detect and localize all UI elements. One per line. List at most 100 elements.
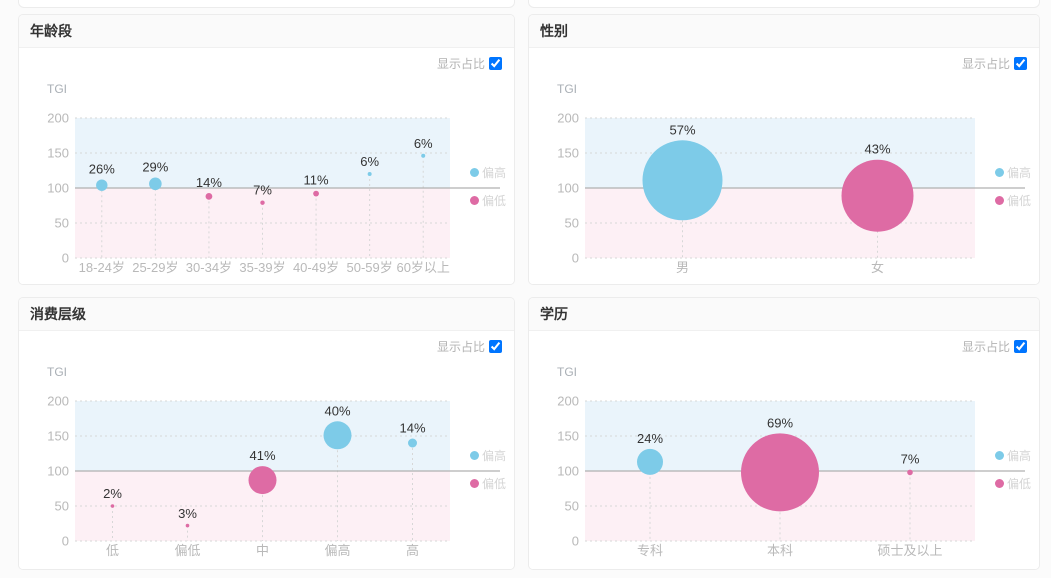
category-label: 60岁以上	[396, 260, 449, 275]
legend-item-low[interactable]: 偏低	[994, 193, 1031, 208]
bubble[interactable]	[421, 153, 426, 158]
high-dot-icon	[469, 168, 479, 177]
legend-item-high[interactable]: 偏高	[469, 448, 506, 463]
bubble[interactable]	[313, 190, 319, 197]
bubble[interactable]	[185, 523, 190, 528]
share-percent-label: 40%	[324, 403, 350, 418]
share-percent-label: 2%	[103, 486, 122, 501]
show-ratio-label: 显示占比	[436, 340, 485, 354]
y-tick-label: 100	[47, 464, 69, 479]
panel-age-group: 年龄段 显示占比 0 50 100 150 200 TGI 26% 18-24岁 29% 25-2…	[18, 14, 515, 285]
bubble[interactable]	[248, 466, 277, 495]
legend-low-label: 偏低	[1006, 477, 1031, 491]
bubble[interactable]	[642, 140, 723, 221]
show-ratio-toggle[interactable]: 显示占比	[962, 55, 1027, 72]
category-label: 35-39岁	[239, 260, 285, 275]
category-label: 18-24岁	[79, 260, 125, 275]
bubble[interactable]	[907, 469, 913, 476]
category-label: 女	[871, 260, 884, 275]
category-label: 专科	[637, 543, 663, 558]
bubble[interactable]	[149, 177, 162, 191]
bubble[interactable]	[841, 159, 914, 232]
show-ratio-toggle[interactable]: 显示占比	[437, 338, 502, 355]
bubble[interactable]	[637, 448, 663, 475]
category-label: 偏低	[174, 543, 200, 558]
high-dot-icon	[469, 451, 479, 460]
share-percent-label: 14%	[196, 175, 222, 190]
legend-high-label: 偏高	[481, 166, 506, 180]
panel-title: 学历	[540, 306, 568, 322]
share-percent-label: 41%	[249, 448, 275, 463]
y-tick-label: 150	[47, 429, 69, 444]
panel-header: 学历	[529, 298, 1039, 331]
show-ratio-checkbox[interactable]	[1014, 340, 1027, 353]
show-ratio-toggle[interactable]: 显示占比	[962, 338, 1027, 355]
legend-low-label: 偏低	[1006, 194, 1031, 208]
y-tick-label: 0	[62, 534, 69, 549]
bubble[interactable]	[323, 421, 352, 450]
legend-item-high[interactable]: 偏高	[469, 165, 506, 180]
high-band	[75, 401, 450, 471]
previous-row-card-stub-left	[18, 0, 515, 8]
chart-legend: 偏高 偏低	[994, 165, 1031, 208]
panel-title: 性别	[540, 23, 568, 39]
share-percent-label: 3%	[178, 506, 197, 521]
y-axis-title: TGI	[47, 365, 67, 379]
y-tick-label: 50	[55, 499, 69, 514]
legend-item-low[interactable]: 偏低	[994, 476, 1031, 491]
share-percent-label: 43%	[864, 142, 890, 157]
legend-item-high[interactable]: 偏高	[994, 448, 1031, 463]
panel-title: 消费层级	[30, 306, 86, 322]
y-tick-label: 150	[47, 146, 69, 161]
y-tick-label: 150	[557, 146, 579, 161]
chart-legend: 偏高 偏低	[994, 448, 1031, 491]
show-ratio-checkbox[interactable]	[489, 340, 502, 353]
category-label: 低	[106, 543, 119, 558]
panel-body: 显示占比 0 50 100 150 200 TGI 2% 低 3% 偏低 41% 中 40% 偏高 14% 高…	[19, 331, 514, 569]
category-label: 50-59岁	[347, 260, 393, 275]
category-label: 偏高	[324, 543, 350, 558]
high-dot-icon	[994, 451, 1004, 460]
previous-row-card-stub-right	[528, 0, 1040, 8]
bubble-chart-education: 0 50 100 150 200 TGI 24% 专科 69% 本科 7% 硕士及以上	[557, 365, 1025, 558]
category-label: 硕士及以上	[877, 543, 942, 558]
share-percent-label: 14%	[399, 421, 425, 436]
legend-item-low[interactable]: 偏低	[469, 476, 506, 491]
bubble[interactable]	[260, 200, 265, 205]
y-tick-label: 50	[565, 499, 579, 514]
category-label: 40-49岁	[293, 260, 339, 275]
panel-header: 年龄段	[19, 15, 514, 48]
bubble[interactable]	[367, 172, 372, 176]
share-percent-label: 7%	[253, 183, 272, 198]
y-tick-label: 150	[557, 429, 579, 444]
bubble[interactable]	[96, 179, 108, 191]
bubble[interactable]	[741, 433, 819, 512]
legend-low-label: 偏低	[481, 477, 506, 491]
y-tick-label: 200	[557, 394, 579, 409]
legend-item-low[interactable]: 偏低	[469, 193, 506, 208]
share-percent-label: 69%	[767, 415, 793, 430]
show-ratio-toggle[interactable]: 显示占比	[437, 55, 502, 72]
low-dot-icon	[469, 196, 479, 205]
category-label: 高	[406, 543, 419, 558]
panel-title: 年龄段	[30, 23, 72, 39]
share-percent-label: 29%	[142, 160, 168, 175]
legend-item-high[interactable]: 偏高	[994, 165, 1031, 180]
y-tick-label: 50	[565, 216, 579, 231]
y-tick-label: 100	[47, 181, 69, 196]
y-tick-label: 0	[572, 251, 579, 266]
high-band	[75, 118, 450, 188]
chart-legend: 偏高 偏低	[469, 165, 506, 208]
show-ratio-checkbox[interactable]	[489, 57, 502, 70]
bubble[interactable]	[408, 438, 417, 448]
bubble[interactable]	[110, 504, 115, 508]
panel-body: 显示占比 0 50 100 150 200 TGI 24% 专科 69% 本科 7% 硕士及以上 偏高…	[529, 331, 1039, 569]
low-dot-icon	[469, 479, 479, 488]
show-ratio-checkbox[interactable]	[1014, 57, 1027, 70]
bubble[interactable]	[205, 193, 213, 200]
bubble-chart-age-group: 0 50 100 150 200 TGI 26% 18-24岁 29% 25-29岁 14% 30-3…	[47, 82, 500, 275]
bubble-chart-gender: 0 50 100 150 200 TGI 57% 男 43% 女	[557, 82, 1025, 275]
category-label: 25-29岁	[132, 260, 178, 275]
y-axis-title: TGI	[557, 82, 577, 96]
share-percent-label: 6%	[414, 136, 433, 151]
